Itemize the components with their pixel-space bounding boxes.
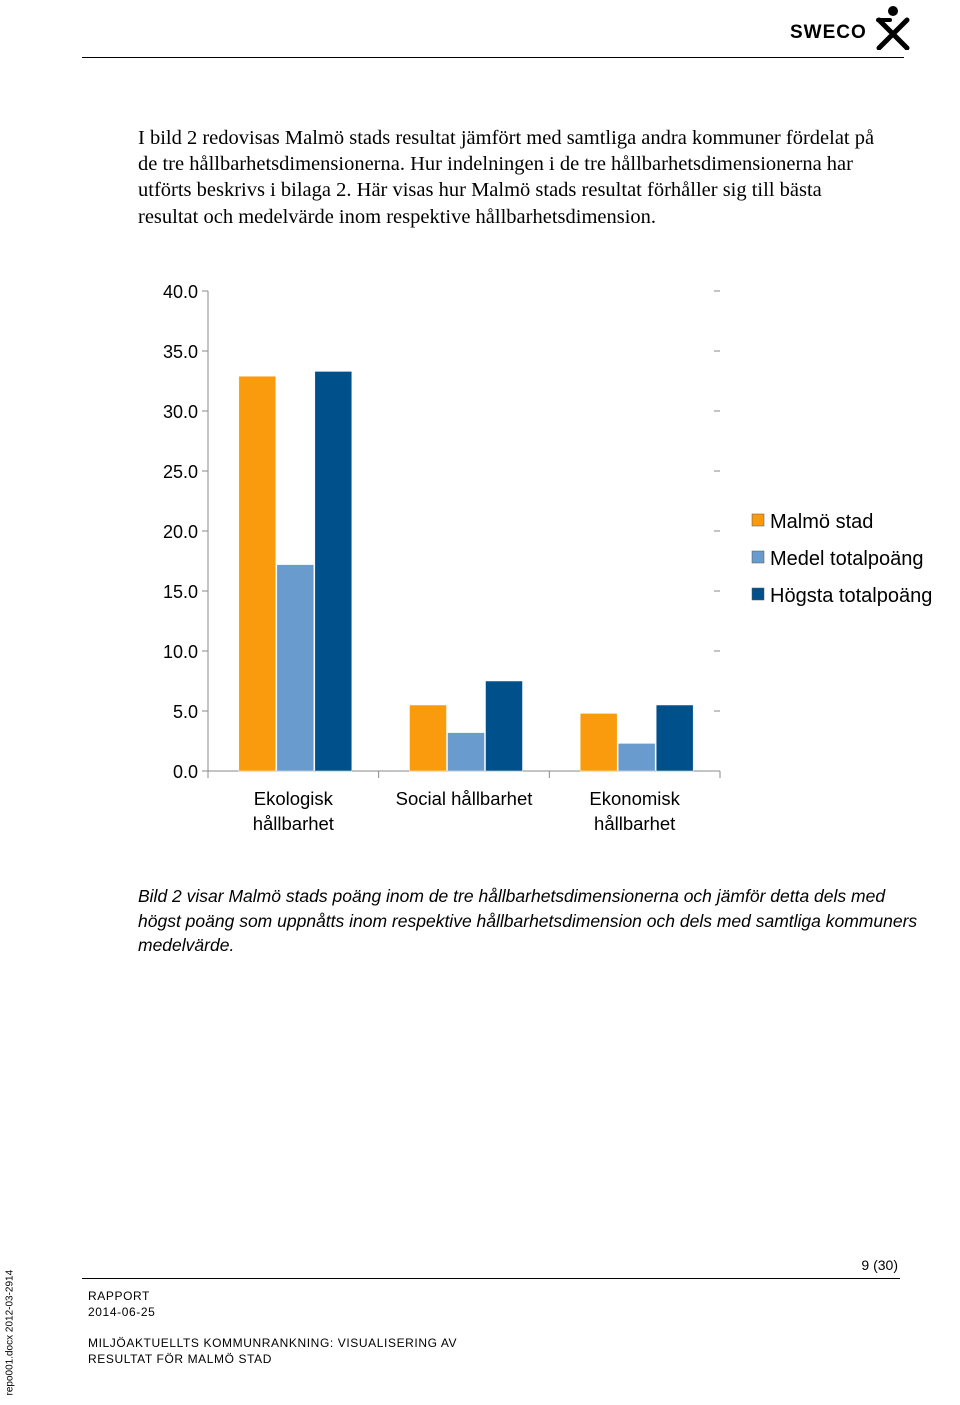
y-tick-label: 0.0 [173,762,198,782]
bar [579,713,618,772]
bar-chart: 40.0 35.0 30.0 25.0 20.0 15.0 10.0 5.0 0.0 Ekolog… [163,282,932,834]
sweco-logo: SWECO [788,4,910,54]
footer-rule [82,1278,900,1279]
y-tick-label: 25.0 [163,462,198,482]
y-tick-label: 15.0 [163,582,198,602]
footer-date: 2014-06-25 [88,1305,156,1319]
category-label: Ekonomisk [589,788,680,809]
y-tick-label: 20.0 [163,522,198,542]
y-tick-label: 10.0 [163,642,198,662]
intro-paragraph: I bild 2 redovisas Malmö stads resultat … [138,127,875,228]
bar [409,704,447,772]
page-number: 9 (30) [861,1257,898,1273]
bar [276,564,315,772]
header-rule [82,57,904,58]
footer-title-line1: MILJÖAKTUELLTS KOMMUNRANKNING: VISUALISE… [88,1336,458,1350]
logo-text: SWECO [790,22,867,43]
figure-caption: Bild 2 visar Malmö stads poäng inom de t… [138,886,918,955]
category-label: Ekologisk [254,788,334,809]
template-note: repo001.docx 2012-03-2914 [4,1269,16,1396]
bar [617,743,656,772]
legend-swatch [751,587,765,601]
footer-doc-type: RAPPORT [88,1289,150,1303]
category-label: Social hållbarhet [396,788,533,809]
legend-swatch [751,513,765,527]
y-tick-label: 35.0 [163,342,198,362]
bar [314,371,353,772]
footer-title-line2: RESULTAT FÖR MALMÖ STAD [88,1352,273,1366]
sweco-star-icon [876,6,910,50]
y-tick-label: 5.0 [173,702,198,722]
bar [238,375,277,772]
legend-label: Malmö stad [770,511,873,533]
category-label: hållbarhet [253,813,334,834]
legend-swatch [751,550,765,564]
bar [655,704,694,772]
legend-label: Medel totalpoäng [770,548,923,570]
y-tick-label: 30.0 [163,402,198,422]
bar [447,732,485,772]
legend-label: Högsta totalpoäng [770,585,932,607]
category-label: hållbarhet [594,813,675,834]
bar [485,680,523,772]
y-tick-label: 40.0 [163,282,198,302]
